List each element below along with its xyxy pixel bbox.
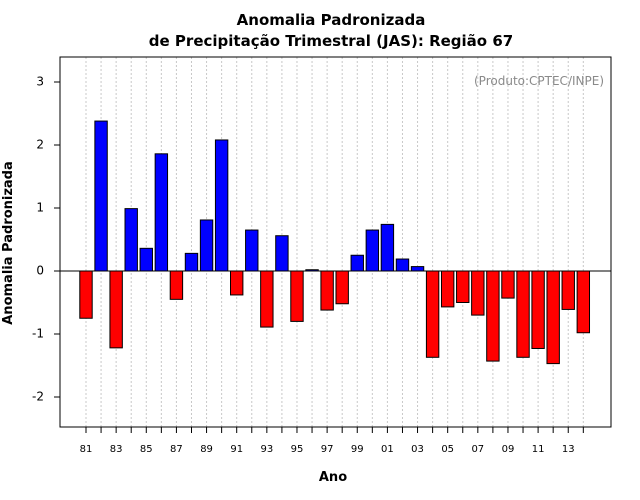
bar-90: [214, 139, 229, 272]
bar-00: [365, 229, 380, 272]
y-tick-label-1: 1: [36, 201, 44, 215]
x-tick-label-09: 09: [502, 444, 515, 455]
y-tick-label-2: 2: [36, 138, 44, 152]
plot-frame: [59, 56, 612, 428]
bar-01: [380, 223, 395, 272]
x-tick-label-07: 07: [471, 444, 484, 455]
chart-subtitle: de Precipitação Trimestral (JAS): Região…: [149, 32, 513, 50]
bar-99: [350, 254, 364, 272]
bar-88: [184, 252, 199, 272]
x-tick-label-01: 01: [381, 444, 394, 455]
x-tick-label-99: 99: [351, 444, 364, 455]
x-tick-label-97: 97: [321, 444, 334, 455]
bar-05: [440, 270, 455, 308]
bar-83: [109, 270, 123, 349]
bar-87: [169, 270, 184, 300]
x-tick-label-83: 83: [110, 444, 123, 455]
bar-09: [501, 270, 515, 299]
x-tick-label-87: 87: [170, 444, 183, 455]
credit-annotation: (Produto:CPTEC/INPE): [474, 74, 604, 88]
bar-96: [305, 269, 319, 272]
bar-85: [139, 247, 153, 272]
bar-93: [260, 270, 274, 328]
x-tick-label-89: 89: [200, 444, 213, 455]
y-tick-label-3: 3: [36, 75, 44, 89]
x-axis-label: Ano: [319, 470, 347, 485]
bar-95: [290, 270, 304, 322]
x-tick-label-03: 03: [411, 444, 424, 455]
bar-13: [561, 270, 575, 310]
y-tick-label-0: 0: [36, 264, 44, 278]
bar-08: [486, 270, 500, 362]
bar-98: [335, 270, 349, 305]
bar-89: [199, 219, 214, 272]
bar-14: [576, 270, 591, 334]
x-tick-label-91: 91: [230, 444, 243, 455]
bar-11: [531, 270, 545, 349]
x-tick-label-95: 95: [291, 444, 304, 455]
bar-07: [471, 270, 485, 316]
bar-03: [410, 266, 425, 272]
bar-82: [94, 120, 108, 272]
y-axis: -2 -1 0 1 2 3: [32, 75, 60, 404]
bar-84: [124, 208, 138, 272]
bar-92: [245, 229, 259, 272]
bar-97: [320, 270, 334, 311]
x-tick-label-85: 85: [140, 444, 153, 455]
x-tick-label-05: 05: [441, 444, 454, 455]
bar-86: [154, 153, 169, 272]
chart-title: Anomalia Padronizada: [237, 11, 426, 29]
x-tick-label-81: 81: [80, 444, 93, 455]
bar-04: [425, 270, 440, 358]
y-tick-label--2: -2: [32, 390, 44, 404]
x-tick-label-93: 93: [260, 444, 273, 455]
bar-02: [395, 258, 410, 272]
bar-94: [275, 235, 289, 272]
bar-12: [546, 270, 560, 365]
y-axis-label: Anomalia Padronizada: [1, 161, 16, 325]
x-tick-label-13: 13: [562, 444, 575, 455]
bar-06: [456, 270, 470, 303]
x-axis: 81 83 85 87 89 91 93 95 97 99 01 03 05 07 09 11 13: [80, 427, 584, 455]
bars: [79, 120, 591, 365]
x-tick-label-11: 11: [532, 444, 545, 455]
bar-10: [516, 270, 530, 358]
bar-81: [79, 270, 93, 319]
y-tick-label--1: -1: [32, 327, 44, 341]
bar-91: [230, 270, 244, 296]
